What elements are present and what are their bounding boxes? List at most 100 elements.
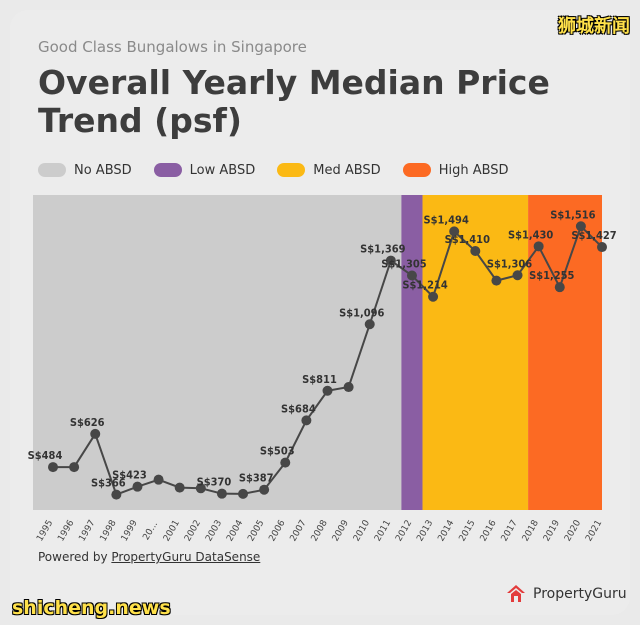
x-tick-label: 2005 xyxy=(246,519,266,544)
data-point xyxy=(153,474,164,485)
logo-text: PropertyGuru xyxy=(533,586,627,602)
legend-item-no-absd: No ABSD xyxy=(38,163,132,178)
data-point xyxy=(343,382,354,393)
data-label: S$1,096 xyxy=(339,306,384,319)
data-label: S$1,214 xyxy=(402,279,447,292)
legend-swatch xyxy=(38,163,66,177)
data-point xyxy=(301,415,312,426)
x-tick-label: 2001 xyxy=(162,519,182,544)
data-point xyxy=(132,481,143,492)
data-label: S$626 xyxy=(70,416,105,429)
data-point xyxy=(385,255,396,266)
legend-swatch xyxy=(402,163,431,177)
x-tick-label: 2004 xyxy=(225,518,245,543)
x-tick-label: 2021 xyxy=(584,519,604,544)
data-label: S$684 xyxy=(281,402,316,415)
data-point xyxy=(259,484,270,495)
data-point xyxy=(216,488,227,499)
chart-subtitle: Good Class Bungalows in Singapore xyxy=(38,38,307,56)
x-tick-label: 2003 xyxy=(204,519,224,544)
x-tick-label: 2006 xyxy=(267,518,287,543)
watermark-bottom: shicheng.news xyxy=(12,597,171,619)
data-point xyxy=(48,462,58,473)
legend-swatch xyxy=(277,163,306,177)
data-label: S$1,427 xyxy=(571,229,616,242)
data-label: S$1,369 xyxy=(360,243,405,256)
x-tick-label: 2020 xyxy=(563,518,583,543)
x-tick-label: 1998 xyxy=(99,518,119,543)
data-label: S$1,255 xyxy=(529,269,574,282)
legend-item-low-absd: Low ABSD xyxy=(153,162,256,178)
x-tick-label: 2011 xyxy=(373,519,393,544)
x-tick-label: 2014 xyxy=(436,518,456,543)
data-label: S$1,410 xyxy=(445,233,490,246)
x-tick-label: 2002 xyxy=(183,519,203,544)
data-label: S$366 xyxy=(91,477,126,490)
data-label: S$387 xyxy=(239,472,274,485)
data-label: S$1,306 xyxy=(487,257,532,270)
data-label: S$503 xyxy=(260,445,295,458)
data-label: S$484 xyxy=(28,449,63,462)
x-tick-label: 1995 xyxy=(35,519,55,544)
x-tick-label: 2009 xyxy=(331,518,351,543)
data-point xyxy=(322,385,333,396)
propertyguru-logo: PropertyGuru xyxy=(505,583,627,605)
legend: No ABSD Low ABSD Med ABSD High ABSD xyxy=(38,160,531,180)
data-point xyxy=(491,275,502,286)
data-point xyxy=(174,482,185,493)
chart-title: Overall Yearly Median Price Trend (psf) xyxy=(38,63,550,140)
legend-item-high-absd: High ABSD xyxy=(402,162,509,178)
band-no-absd xyxy=(33,195,402,510)
band-low-absd xyxy=(401,195,423,510)
footer-link[interactable]: PropertyGuru DataSense xyxy=(111,550,261,564)
x-tick-label: 2007 xyxy=(289,519,309,544)
data-point xyxy=(69,462,80,473)
legend-label: High ABSD xyxy=(438,162,509,178)
x-tick-label: 1999 xyxy=(120,518,140,543)
footer-prefix: Powered by xyxy=(38,550,112,564)
legend-item-med-absd: Med ABSD xyxy=(277,162,381,178)
data-label: S$370 xyxy=(197,476,232,489)
data-label: S$1,494 xyxy=(424,213,469,226)
data-point xyxy=(512,270,523,281)
data-point xyxy=(533,241,544,252)
data-point xyxy=(280,457,291,468)
data-point xyxy=(449,226,460,237)
footer: Powered by PropertyGuru DataSense xyxy=(38,550,260,564)
propertyguru-logo-icon xyxy=(507,585,525,602)
data-point xyxy=(195,483,206,494)
data-label: S$423 xyxy=(112,469,147,482)
data-point xyxy=(470,246,481,256)
legend-swatch xyxy=(153,163,182,177)
x-tick-label: 2018 xyxy=(521,518,541,543)
data-point xyxy=(597,242,607,253)
data-point xyxy=(111,489,122,500)
x-tick-label: 2017 xyxy=(500,519,520,544)
legend-label: Med ABSD xyxy=(313,162,381,178)
data-point xyxy=(428,291,439,302)
data-point xyxy=(90,428,101,439)
data-point xyxy=(406,270,417,281)
x-tick-label: 2008 xyxy=(310,518,330,543)
x-tick-label: 2013 xyxy=(415,519,435,544)
x-tick-label: 1997 xyxy=(77,519,97,544)
data-label: S$1,516 xyxy=(550,208,595,221)
data-point xyxy=(238,488,249,499)
data-label: S$1,305 xyxy=(381,258,426,271)
x-tick-label: 2019 xyxy=(542,518,562,543)
data-point xyxy=(364,319,375,330)
legend-label: No ABSD xyxy=(74,162,132,178)
x-tick-label: 1996 xyxy=(56,518,76,543)
legend-label: Low ABSD xyxy=(189,162,256,178)
data-point xyxy=(575,221,586,232)
x-tick-label: 2012 xyxy=(394,519,414,544)
x-tick-label: 2010 xyxy=(352,518,372,543)
watermark-top: 狮城新闻 xyxy=(558,16,630,37)
x-tick-label: 20... xyxy=(142,520,161,542)
data-label: S$1,430 xyxy=(508,228,553,241)
x-tick-label: 2015 xyxy=(458,519,478,544)
data-label: S$811 xyxy=(302,373,337,386)
data-point xyxy=(554,282,565,293)
x-tick-label: 2016 xyxy=(479,518,499,543)
